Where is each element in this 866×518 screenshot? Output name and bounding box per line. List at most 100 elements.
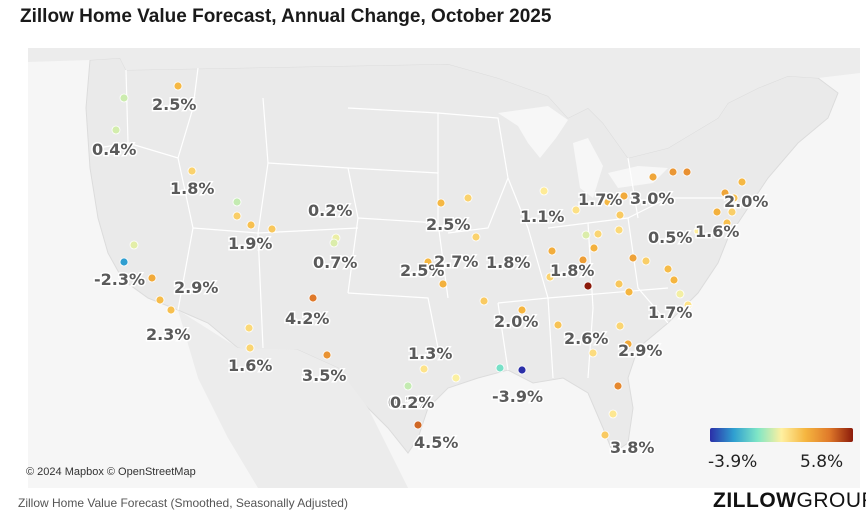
metro-dot[interactable] <box>436 198 446 208</box>
metro-dot[interactable] <box>419 364 429 374</box>
metro-dot[interactable] <box>615 210 625 220</box>
metro-dot[interactable] <box>648 172 658 182</box>
zillow-group-logo: ZILLOWGROUP <box>713 489 866 513</box>
metro-dot[interactable] <box>267 224 277 234</box>
metro-dot[interactable] <box>593 229 603 239</box>
metro-dot[interactable] <box>614 279 624 289</box>
metro-dot[interactable] <box>495 363 505 373</box>
metro-dot[interactable] <box>675 289 685 299</box>
metro-dot[interactable] <box>581 230 591 240</box>
metro-dot[interactable] <box>720 188 730 198</box>
metro-dot[interactable] <box>308 293 318 303</box>
metro-dot[interactable] <box>693 226 703 236</box>
metro-dot[interactable] <box>517 305 527 315</box>
metro-label: 3.8% <box>610 438 654 457</box>
metro-label: 1.6% <box>695 222 739 241</box>
metro-dot[interactable] <box>628 253 638 263</box>
metro-dot[interactable] <box>463 193 473 203</box>
metro-label: 1.7% <box>648 303 692 322</box>
metro-dot[interactable] <box>589 243 599 253</box>
chart-title: Zillow Home Value Forecast, Annual Chang… <box>20 6 552 27</box>
metro-dot[interactable] <box>545 272 555 282</box>
metro-label: 1.7% <box>578 190 622 209</box>
metro-dot[interactable] <box>683 300 693 310</box>
metro-label: 4.2% <box>285 309 329 328</box>
metro-dot[interactable] <box>155 295 165 305</box>
metro-label: 2.0% <box>494 312 538 331</box>
metro-dot[interactable] <box>613 381 623 391</box>
state-borders <box>97 67 749 379</box>
metro-label: 2.5% <box>426 215 470 234</box>
metro-dot[interactable] <box>623 339 633 349</box>
metro-dot[interactable] <box>403 381 413 391</box>
metro-dot[interactable] <box>641 256 651 266</box>
metro-dot[interactable] <box>624 287 634 297</box>
map-attribution[interactable]: © 2024 Mapbox © OpenStreetMap <box>26 466 196 478</box>
metro-dot[interactable] <box>600 430 610 440</box>
legend-min-label: -3.9% <box>708 452 758 472</box>
legend-color-scale <box>710 428 853 442</box>
metro-dot[interactable] <box>232 197 242 207</box>
metro-label: -3.9% <box>492 387 543 406</box>
metro-dot[interactable] <box>173 81 183 91</box>
metro-label: 1.6% <box>228 356 272 375</box>
metro-dot[interactable] <box>471 232 481 242</box>
metro-dot[interactable] <box>423 257 433 267</box>
metro-label: 0.2% <box>308 201 352 220</box>
metro-dot[interactable] <box>571 205 581 215</box>
metro-dot[interactable] <box>722 218 732 228</box>
logo-bold-part: ZILLOW <box>713 489 797 512</box>
metro-label: 1.8% <box>170 179 214 198</box>
metro-label: 2.6% <box>564 329 608 348</box>
metro-label: 2.5% <box>400 261 444 280</box>
metro-dot[interactable] <box>588 348 598 358</box>
canada-landmass <box>28 48 860 158</box>
logo-thin-part: GROUP <box>796 489 866 512</box>
metro-dot[interactable] <box>608 409 618 419</box>
metro-dot[interactable] <box>413 420 423 430</box>
legend-max-label: 5.8% <box>800 452 844 472</box>
metro-dot[interactable] <box>669 275 679 285</box>
us-map[interactable]: 2.5% 0.4% 1.8% 0.2% 1.9% 0.7% -2.3% 2.9% 2.3% 4.2… <box>28 48 860 488</box>
metro-dot[interactable] <box>129 240 139 250</box>
metro-label: 2.9% <box>174 278 218 297</box>
metro-dot[interactable] <box>578 255 588 265</box>
metro-dot[interactable] <box>553 320 563 330</box>
metro-dot[interactable] <box>119 93 129 103</box>
metro-dot[interactable] <box>232 211 242 221</box>
metro-dot[interactable] <box>603 197 613 207</box>
metro-dot[interactable] <box>619 191 629 201</box>
metro-dot[interactable] <box>539 186 549 196</box>
metro-label: -2.3% <box>94 270 145 289</box>
metro-dot[interactable] <box>615 321 625 331</box>
metro-dot[interactable] <box>187 166 197 176</box>
metro-dot[interactable] <box>682 167 692 177</box>
metro-dot[interactable] <box>329 238 339 248</box>
metro-dot[interactable] <box>712 207 722 217</box>
metro-dot[interactable] <box>111 125 121 135</box>
metro-dot[interactable] <box>438 279 448 289</box>
metro-dot[interactable] <box>668 167 678 177</box>
metro-dot[interactable] <box>246 220 256 230</box>
metro-dot[interactable] <box>727 207 737 217</box>
metro-dot[interactable] <box>663 264 673 274</box>
metro-dot[interactable] <box>147 273 157 283</box>
metro-dot[interactable] <box>479 296 489 306</box>
metro-dot[interactable] <box>119 257 129 267</box>
metro-dot[interactable] <box>245 343 255 353</box>
metro-dot[interactable] <box>729 193 739 203</box>
metro-dot[interactable] <box>322 350 332 360</box>
metro-dot[interactable] <box>583 281 593 291</box>
metro-dot[interactable] <box>517 365 527 375</box>
metro-label: 2.7% <box>434 252 478 271</box>
metro-label: 2.9% <box>618 341 662 360</box>
metro-dot[interactable] <box>166 305 176 315</box>
metro-label: 1.3% <box>408 344 452 363</box>
metro-label: 0.2% <box>388 393 432 412</box>
metro-dot[interactable] <box>737 177 747 187</box>
metro-dot[interactable] <box>614 225 624 235</box>
metro-label: 3.0% <box>630 189 674 208</box>
metro-dot[interactable] <box>547 246 557 256</box>
metro-dot[interactable] <box>451 373 461 383</box>
metro-dot[interactable] <box>244 323 254 333</box>
